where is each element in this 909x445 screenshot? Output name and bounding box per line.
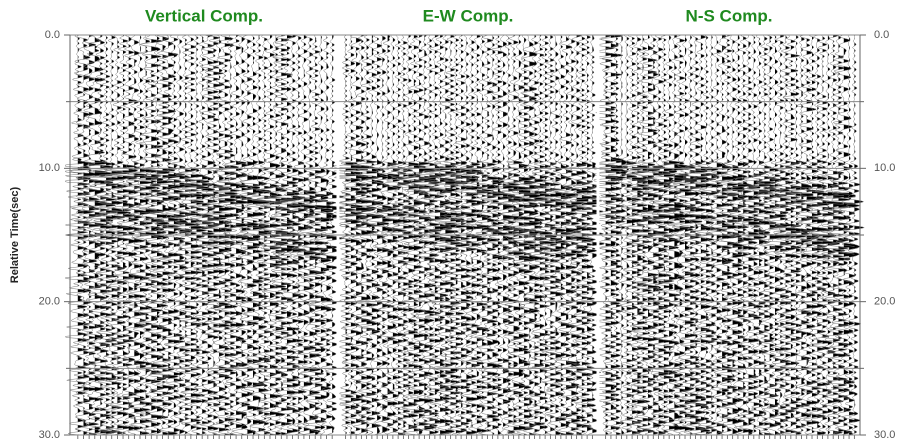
trace-fill [100, 35, 113, 435]
trace-fill [392, 35, 405, 435]
trace-fill [413, 35, 426, 435]
trace-fill [690, 35, 702, 435]
trace-fill [429, 35, 442, 435]
trace-fill [398, 35, 410, 435]
trace-fill [450, 35, 463, 435]
panel-title: E-W Comp. [423, 6, 514, 25]
trace-fill [219, 35, 232, 435]
trace-fill [743, 35, 755, 435]
trace-fill [471, 35, 484, 435]
y-tick-label-right: 0.0 [874, 29, 889, 41]
y-tick-label-right: 20.0 [874, 296, 895, 308]
trace-fill [168, 35, 181, 435]
trace-fill [518, 35, 531, 435]
trace-fill [632, 35, 644, 435]
trace-fill [550, 35, 562, 435]
y-tick-label-right: 30.0 [874, 429, 895, 441]
trace-fill [780, 35, 792, 435]
panel-title: N-S Comp. [686, 6, 773, 25]
trace-fill [236, 35, 249, 435]
trace-fill [224, 35, 238, 435]
trace-fill [361, 35, 373, 435]
trace-fill [128, 35, 139, 435]
trace-fill [616, 35, 628, 435]
y-tick-label: 0.0 [45, 29, 60, 41]
trace-fill [162, 35, 175, 435]
trace-fill [196, 35, 209, 435]
trace-fill [854, 35, 865, 435]
trace-fill [371, 35, 384, 435]
trace-fill [753, 35, 766, 435]
trace-fill [653, 35, 665, 435]
trace-fill [190, 35, 204, 435]
trace-fill [534, 35, 547, 435]
trace-fill [332, 35, 345, 435]
trace-fill [560, 35, 573, 435]
trace-fill [419, 35, 431, 435]
y-tick-label: 10.0 [39, 162, 60, 174]
trace-fill [424, 35, 436, 435]
trace-fill [482, 35, 494, 435]
trace-fill [508, 35, 520, 435]
trace-fill [247, 35, 260, 435]
trace-fill [326, 35, 339, 435]
y-tick-label-right: 10.0 [874, 162, 895, 174]
trace-fill [658, 35, 671, 435]
trace-fill [487, 35, 499, 435]
y-tick-label: 20.0 [39, 296, 60, 308]
y-axis-label: Relative Time(sec) [9, 186, 21, 283]
trace-fill [806, 35, 819, 435]
trace-fill [83, 35, 96, 435]
trace-fill [566, 35, 578, 435]
trace-fill [610, 35, 623, 435]
y-tick-label: 30.0 [39, 429, 60, 441]
trace-fill [151, 35, 164, 435]
trace-fill [106, 35, 119, 435]
panel-title: Vertical Comp. [145, 6, 263, 25]
trace-fill [77, 35, 91, 435]
